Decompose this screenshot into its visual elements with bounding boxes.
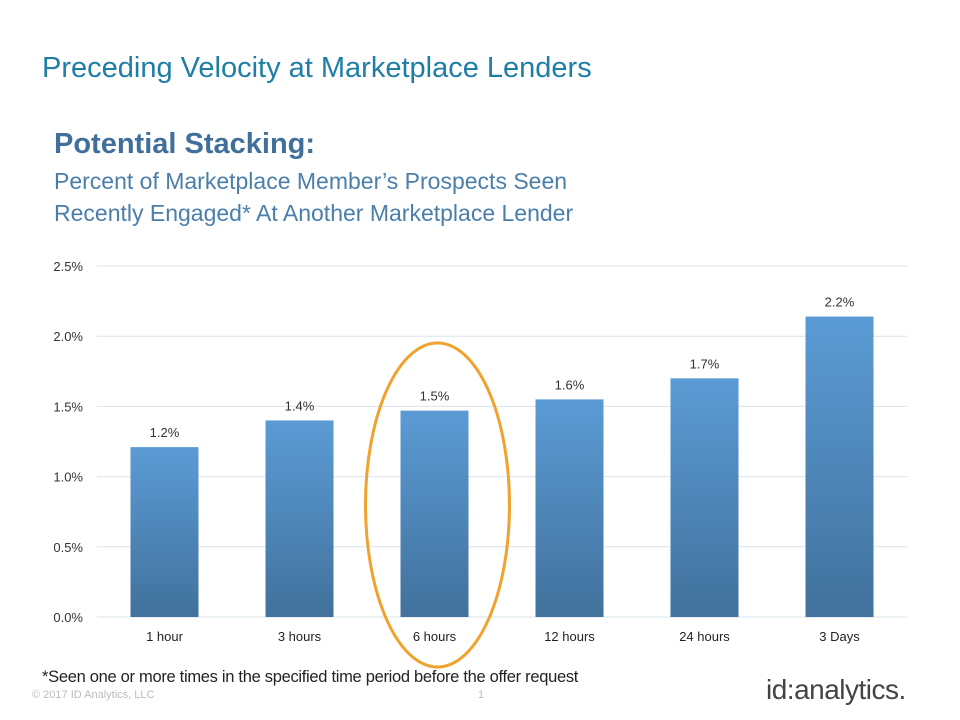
y-tick-label: 0.0% — [53, 610, 83, 625]
y-tick-label: 1.5% — [53, 399, 83, 414]
data-label: 2.2% — [825, 295, 855, 310]
bar-3-days — [805, 316, 874, 617]
data-label: 1.4% — [285, 398, 315, 413]
chart-subtitle-line2: Recently Engaged* At Another Marketplace… — [54, 200, 574, 226]
bar-24-hours — [670, 378, 739, 617]
y-tick-label: 0.5% — [53, 540, 83, 555]
company-logo: id:analytics. — [766, 674, 906, 705]
x-tick-label: 12 hours — [544, 629, 595, 644]
copyright: © 2017 ID Analytics, LLC — [32, 689, 155, 701]
y-tick-label: 2.0% — [53, 329, 83, 344]
chart-subtitle-line1: Percent of Marketplace Member’s Prospect… — [54, 168, 568, 194]
bar-12-hours — [535, 399, 604, 617]
highlight-ellipse — [364, 341, 511, 669]
x-tick-label: 3 hours — [278, 629, 322, 644]
page-number: 1 — [478, 689, 485, 701]
bar-6-hours — [400, 410, 469, 617]
bar-3-hours — [265, 420, 334, 617]
y-tick-label: 1.0% — [53, 470, 83, 485]
bar-1-hour — [130, 447, 199, 617]
data-label: 1.6% — [555, 377, 585, 392]
data-label: 1.5% — [420, 389, 450, 404]
x-tick-label: 3 Days — [819, 629, 860, 644]
y-tick-label: 2.5% — [53, 259, 83, 274]
chart-subtitle-bold: Potential Stacking: — [54, 128, 316, 160]
footnote: *Seen one or more times in the specified… — [42, 668, 579, 686]
x-tick-label: 1 hour — [146, 629, 184, 644]
data-label: 1.7% — [690, 356, 720, 371]
data-label: 1.2% — [150, 425, 180, 440]
x-tick-label: 24 hours — [679, 629, 730, 644]
x-tick-label: 6 hours — [413, 629, 457, 644]
slide-title: Preceding Velocity at Marketplace Lender… — [42, 52, 592, 84]
